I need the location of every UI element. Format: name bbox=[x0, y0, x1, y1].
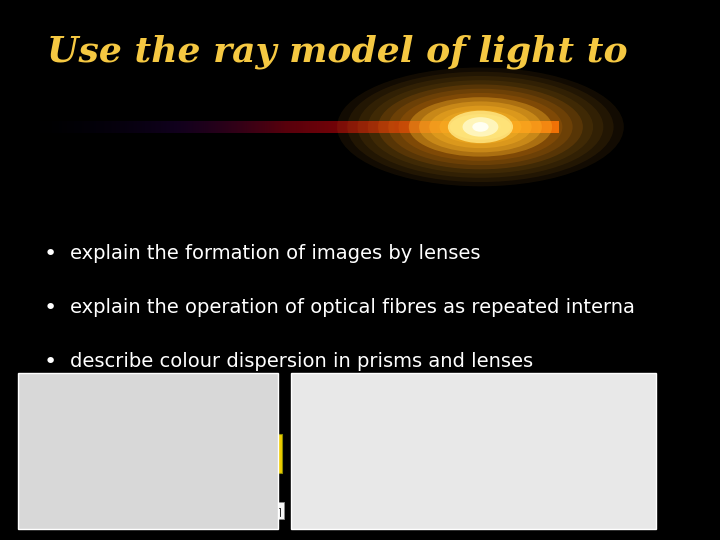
Ellipse shape bbox=[460, 118, 501, 136]
Text: •: • bbox=[44, 298, 57, 318]
Text: •: • bbox=[44, 244, 57, 264]
Ellipse shape bbox=[337, 68, 624, 186]
Text: •: • bbox=[44, 352, 57, 372]
Text: explain the formation of images by lenses: explain the formation of images by lense… bbox=[70, 244, 480, 264]
Text: describe colour dispersion in prisms and lenses: describe colour dispersion in prisms and… bbox=[70, 352, 533, 372]
Ellipse shape bbox=[409, 97, 552, 157]
Ellipse shape bbox=[378, 84, 583, 170]
Text: Use the ray model of light to: Use the ray model of light to bbox=[47, 34, 627, 69]
Ellipse shape bbox=[388, 89, 572, 165]
Ellipse shape bbox=[462, 117, 498, 137]
Ellipse shape bbox=[450, 114, 511, 140]
Ellipse shape bbox=[472, 122, 489, 132]
Ellipse shape bbox=[347, 72, 613, 182]
Ellipse shape bbox=[419, 102, 542, 152]
Ellipse shape bbox=[429, 106, 531, 148]
FancyBboxPatch shape bbox=[18, 373, 279, 529]
Ellipse shape bbox=[470, 123, 491, 131]
Ellipse shape bbox=[368, 80, 593, 173]
Text: explain the operation of optical fibres as repeated interna: explain the operation of optical fibres … bbox=[70, 298, 635, 318]
Ellipse shape bbox=[439, 110, 521, 144]
FancyBboxPatch shape bbox=[292, 373, 657, 529]
Ellipse shape bbox=[448, 111, 513, 143]
Ellipse shape bbox=[399, 93, 562, 161]
Ellipse shape bbox=[358, 76, 603, 178]
